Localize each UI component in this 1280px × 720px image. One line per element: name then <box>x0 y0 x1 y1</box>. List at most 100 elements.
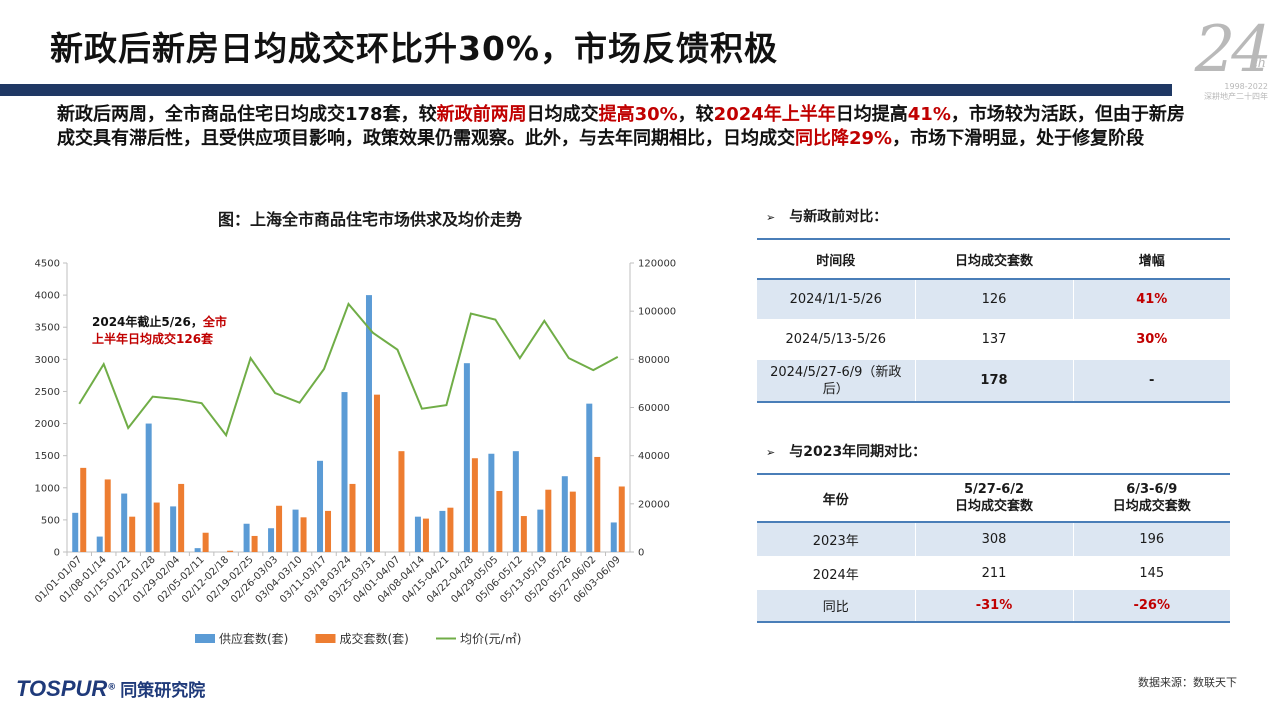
supply-bar <box>96 536 103 552</box>
compare-year-heading-text: 与2023年同期对比： <box>789 444 927 460</box>
supply-bar <box>414 516 421 552</box>
table-cell: -26% <box>1073 590 1230 623</box>
table-header: 增幅 <box>1073 238 1230 280</box>
compare-policy-heading: ➢ 与新政前对比： <box>766 206 887 226</box>
supply-bar <box>561 476 568 552</box>
summary-text: 新政后两周，全市商品住宅日均成交178套，较 <box>57 104 437 125</box>
sales-bar <box>398 451 405 552</box>
bullet-arrow-icon: ➢ <box>766 446 776 459</box>
sales-bar <box>202 532 209 552</box>
summary-highlight: 2024年上半年 <box>713 104 836 125</box>
table-cell: -31% <box>915 590 1074 623</box>
bullet-arrow-icon: ➢ <box>766 211 776 224</box>
right-tick-label: 60000 <box>638 403 670 414</box>
sales-bar <box>618 486 625 552</box>
supply-bar <box>145 423 152 552</box>
table-cell: 178 <box>915 360 1074 403</box>
right-tick-label: 80000 <box>638 355 670 366</box>
compare-policy-heading-text: 与新政前对比： <box>789 209 888 225</box>
supply-bar <box>121 493 128 552</box>
table-header-line: 日均成交套数 <box>1112 499 1191 514</box>
sales-bar <box>349 483 356 552</box>
right-tick-label: 100000 <box>638 307 676 318</box>
supply-demand-price-chart: 0 500 1000 1500 2000 2500 3000 3500 4000 4500 0 200… <box>33 259 676 647</box>
table-cell: 2024/5/27-6/9（新政后） <box>757 360 916 403</box>
sales-bar <box>422 518 429 552</box>
supply-bar <box>512 451 519 552</box>
left-tick-label: 1000 <box>35 483 60 494</box>
right-tick-label: 120000 <box>638 259 676 270</box>
table-cell: 2023年 <box>757 522 916 556</box>
chart-annotation-line: 2024年截止5/26，全市 <box>92 314 227 329</box>
table-header: 日均成交套数 <box>915 238 1074 280</box>
table-cell: 126 <box>915 279 1074 319</box>
table-cell: 308 <box>915 522 1074 556</box>
table-cell: 145 <box>1139 565 1165 581</box>
logo-english: TOSPUR <box>16 676 108 701</box>
sales-bar <box>545 489 552 552</box>
legend-label: 供应套数(套) <box>219 631 288 646</box>
supply-bar <box>317 460 324 552</box>
table-row: 2023年 308 196 <box>757 522 1230 556</box>
left-tick-label: 3000 <box>35 355 60 366</box>
legend-label: 均价(元/㎡) <box>460 632 521 646</box>
chart-title: 图：上海全市商品住宅市场供求及均价走势 <box>217 210 522 229</box>
sales-bar <box>153 502 160 552</box>
supply-bar <box>439 510 446 552</box>
right-tick-label: 40000 <box>638 451 670 462</box>
supply-bar <box>463 363 470 552</box>
table-row: 2024年 211 145 <box>757 556 1230 590</box>
title-bar <box>0 84 1172 96</box>
compare-policy-table: 时间段 日均成交套数 增幅 2024/1/1-5/26 126 41% 2024… <box>757 238 1230 403</box>
table-cell: 30% <box>1136 332 1168 347</box>
supply-bar <box>537 509 544 552</box>
summary-highlight: 新政前两周 <box>436 104 527 125</box>
table-cell: 196 <box>1073 522 1230 556</box>
table-header: 6/3-6/9 日均成交套数 <box>1073 473 1230 523</box>
summary-text: 日均提高 <box>835 104 908 125</box>
supply-bar <box>194 548 201 552</box>
slide-title: 新政后新房日均成交环比升30%，市场反馈积极 <box>50 29 778 68</box>
data-source: 数据来源：数联天下 <box>1138 676 1237 689</box>
anniversary-number: 24 <box>1194 13 1272 87</box>
supply-bar <box>586 403 593 552</box>
table-cell: - <box>1073 360 1230 403</box>
sales-bar <box>325 510 332 552</box>
company-logo: TOSPUR® 同策研究院 <box>16 676 205 702</box>
supply-bar <box>268 528 275 552</box>
anniversary-text: 深耕地产二十四年 <box>1204 92 1268 101</box>
chart-annotation-line: 上半年日均成交126套 <box>92 331 214 346</box>
supply-bar <box>243 523 250 552</box>
anniversary-years: 1998-2022 <box>1224 82 1268 91</box>
supply-bar <box>365 295 372 552</box>
table-row: 2024/5/13-5/26 137 30% <box>757 319 1230 360</box>
table-header: 时间段 <box>757 238 916 280</box>
summary-text: ，市场较为活跃，但由于新房成交具有滞后性，且受供应项目影响，政策效果仍需观察。此… <box>57 104 1185 149</box>
sales-bar <box>373 394 380 552</box>
table-cell: 211 <box>915 556 1074 590</box>
summary-text: 日均成交 <box>526 104 599 125</box>
left-tick-label: 2500 <box>35 387 60 398</box>
legend-swatch <box>195 634 215 643</box>
left-tick-label: 500 <box>41 515 60 526</box>
logo-registered: ® <box>107 682 117 693</box>
anniversary-logo: 24 th 1998-2022 深耕地产二十四年 <box>1176 13 1272 118</box>
sales-bar <box>471 458 478 552</box>
annotation-text: 2024年截止5/26， <box>92 314 203 329</box>
summary-paragraph: 新政后两周，全市商品住宅日均成交178套，较新政前两周日均成交提高30%，较20… <box>57 103 1187 151</box>
sales-bar <box>594 456 601 552</box>
table-row: 2024/1/1-5/26 126 41% <box>757 279 1230 319</box>
table-header-line: 6/3-6/9 <box>1126 482 1178 497</box>
legend-swatch <box>315 634 336 643</box>
supply-bar <box>72 512 79 552</box>
table-header-row: 时间段 日均成交套数 增幅 <box>757 238 1230 280</box>
sales-bar <box>227 550 234 552</box>
price-line <box>78 301 619 438</box>
supply-bar <box>488 453 495 552</box>
annotation-highlight: 全市 <box>202 314 227 329</box>
sales-bar <box>276 505 283 552</box>
table-row: 2024/5/27-6/9（新政后） 178 - <box>757 360 1230 403</box>
table-row: 同比 -31% -26% <box>757 590 1230 623</box>
table-cell: 2024年 <box>757 556 916 590</box>
sales-bar <box>80 467 87 552</box>
